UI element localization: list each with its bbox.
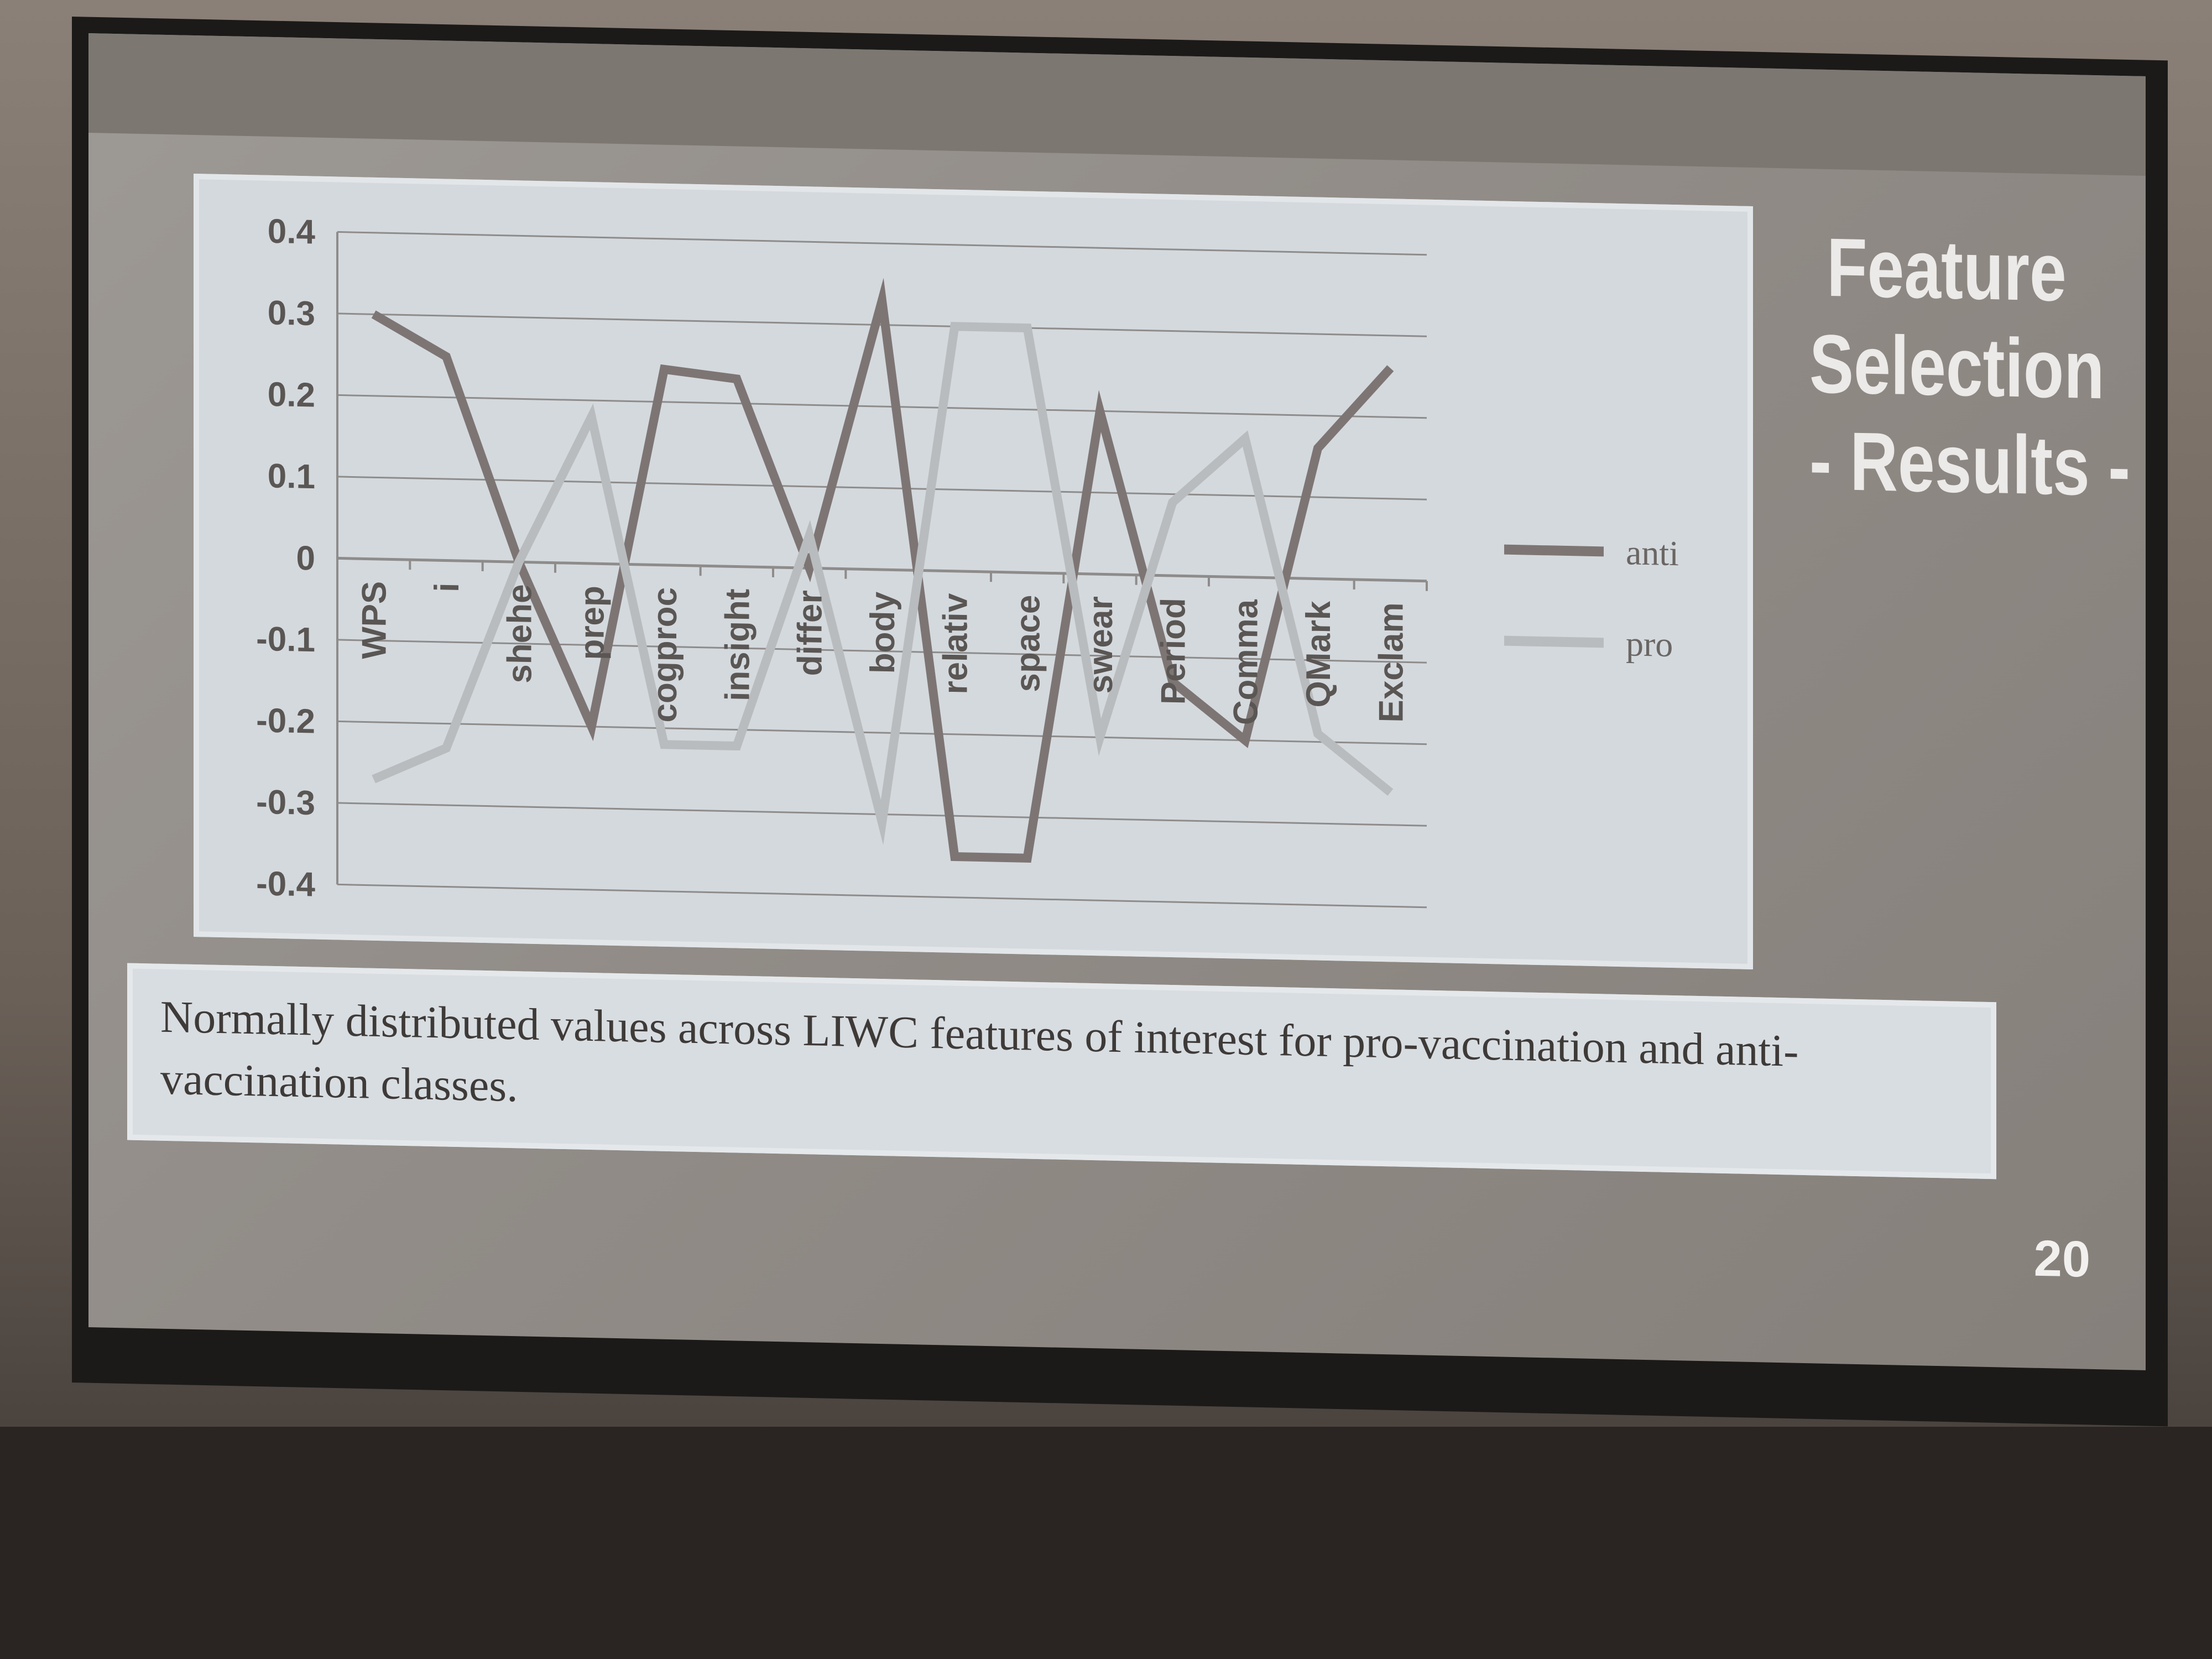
chart-panel: 0.4 0.3 0.2 0.1 0 -0.1 -0.2 -0.3 -0.4 WPS i shehe p… [194, 173, 1753, 970]
title-line-2: Selection [1809, 317, 2105, 416]
gridline [337, 394, 1427, 419]
x-category-label: Exclam [1372, 602, 1410, 723]
y-tick-labels: 0.4 0.3 0.2 0.1 0 -0.1 -0.2 -0.3 -0.4 [256, 212, 315, 904]
y-tick-label: 0.2 [268, 375, 315, 415]
x-category-label: Comma [1227, 599, 1265, 726]
y-tick-label: 0 [296, 539, 315, 578]
x-category-label: body [864, 591, 902, 674]
title-line-3: - Results - [1809, 414, 2131, 514]
x-category-label: shehe [500, 584, 539, 684]
gridline [337, 231, 1427, 256]
x-category-label: QMark [1300, 600, 1338, 708]
caption-text: Normally distributed values across LIWC … [160, 991, 1799, 1112]
series-line-pro [372, 322, 1394, 846]
x-category-label: Period [1154, 597, 1192, 705]
y-tick-label: -0.2 [256, 701, 315, 740]
y-tick-label: -0.3 [256, 783, 315, 822]
x-category-label: prep [573, 585, 612, 660]
x-category-labels: WPS i shehe prep cogproc insight differ body rel… [356, 581, 1411, 726]
x-category-label: swear [1082, 596, 1120, 694]
presentation-slide: 0.4 0.3 0.2 0.1 0 -0.1 -0.2 -0.3 -0.4 WPS i shehe p… [88, 33, 2146, 1370]
legend-label-anti: anti [1626, 533, 1679, 573]
line-chart: 0.40.30.20.10-0.1-0.2-0.3-0.4 WPS i shehe p… [256, 212, 1679, 909]
gridline [337, 639, 1427, 664]
gridline [337, 476, 1427, 500]
x-category-label: i [428, 582, 466, 593]
y-tick-label: -0.1 [256, 620, 315, 659]
title-line-1: Feature [1827, 220, 2067, 319]
x-category-label: differ [791, 590, 830, 676]
chart-series [371, 278, 1394, 863]
x-axis [337, 556, 1427, 583]
x-category-label: WPS [356, 581, 394, 660]
legend-swatch-pro [1504, 635, 1604, 648]
slide-title: Feature Selection - Results - [1809, 218, 2131, 514]
slide-number: 20 [2033, 1230, 2090, 1288]
chart-legend: anti pro [1504, 533, 1679, 664]
legend-label-pro: pro [1626, 624, 1673, 664]
y-tick-label: 0.1 [268, 457, 315, 496]
x-category-label: relativ [936, 593, 974, 695]
x-category-label: insight [718, 588, 757, 702]
y-tick-label: 0.4 [268, 212, 316, 252]
gridline [337, 883, 1427, 909]
y-tick-label: -0.4 [256, 864, 315, 904]
caption-box: Normally distributed values across LIWC … [127, 963, 1996, 1180]
legend-swatch-anti [1504, 544, 1604, 557]
x-category-label: cogproc [646, 587, 684, 723]
y-tick-label: 0.3 [268, 294, 315, 333]
room-floor [0, 1427, 2212, 1659]
x-category-label: space [1009, 594, 1047, 692]
series-line-anti [371, 278, 1394, 863]
